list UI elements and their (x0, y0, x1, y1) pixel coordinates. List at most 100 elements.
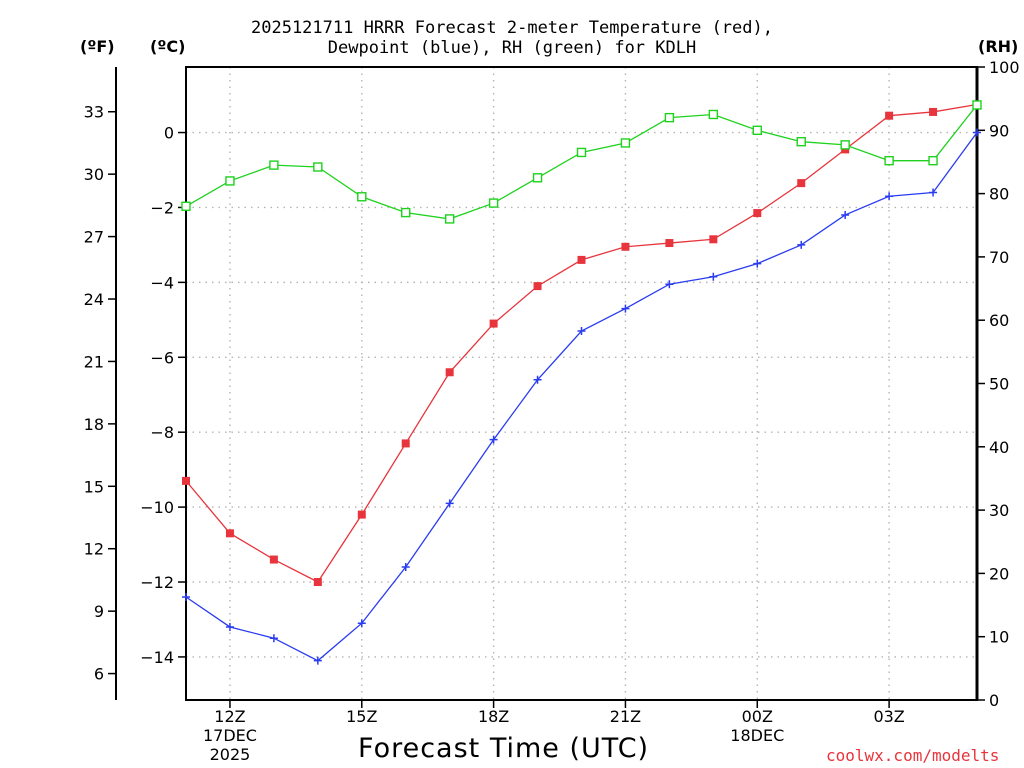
dewpoint-point (709, 272, 718, 281)
fahrenheit-tick-label: 6 (94, 665, 104, 684)
dewpoint-point (797, 240, 806, 249)
rh-tick-label: 40 (989, 438, 1009, 457)
rh-point (840, 140, 850, 150)
x-tick-label: 18DEC (730, 726, 784, 745)
temperature-point (797, 179, 806, 188)
rh-point (313, 162, 323, 172)
rh-tick-label: 80 (989, 185, 1009, 204)
dewpoint-point (533, 375, 542, 384)
temperature-point (929, 107, 938, 116)
fahrenheit-tick-label: 9 (94, 602, 104, 621)
rh-point (532, 173, 543, 183)
fahrenheit-tick-label: 33 (84, 103, 104, 122)
celsius-tick-label: −14 (140, 648, 174, 667)
temperature-point (753, 209, 762, 218)
dewpoint-point (929, 188, 938, 197)
temperature-point (665, 239, 674, 248)
rh-point (488, 198, 499, 208)
dewpoint-point (357, 619, 366, 628)
temperature-point (357, 510, 366, 519)
x-tick-label: 21Z (610, 707, 641, 726)
temperature-point (269, 555, 278, 564)
rh-point (752, 125, 762, 136)
rh-line (185, 104, 978, 220)
celsius-axis-unit: (ºC) (150, 37, 186, 56)
fahrenheit-tick-label: 21 (84, 352, 104, 371)
rh-tick-label: 20 (989, 564, 1009, 583)
dewpoint-point (753, 259, 762, 268)
temperature-point (709, 235, 718, 244)
dewpoint-point (445, 499, 454, 508)
site-credit: coolwx.com/modelts (826, 746, 1000, 765)
x-tick-label: 15Z (346, 707, 377, 726)
celsius-tick-label: −2 (150, 198, 174, 217)
x-tick-label: 2025 (210, 745, 251, 764)
rh-tick-label: 70 (989, 248, 1009, 267)
rh-point (225, 176, 235, 186)
rh-tick-label: 50 (989, 375, 1009, 394)
celsius-tick-label: −10 (140, 498, 174, 517)
rh-axis-unit: (RH) (978, 37, 1019, 56)
fahrenheit-tick-label: 12 (84, 540, 104, 559)
dewpoint-point (841, 210, 850, 219)
dewpoint-point (489, 435, 498, 444)
rh-point (708, 109, 719, 120)
x-tick-label: 17DEC (203, 726, 257, 745)
dewpoint-point (973, 128, 981, 137)
temperature-point (225, 529, 234, 538)
fahrenheit-tick-label: 18 (84, 415, 104, 434)
celsius-tick-label: 0 (164, 124, 174, 143)
chart-title-line1: 2025121711 HRRR Forecast 2-meter Tempera… (251, 18, 773, 38)
temperature-point (885, 111, 894, 120)
plot-frame (185, 66, 978, 701)
rh-tick-label: 90 (989, 121, 1009, 140)
dewpoint-point (182, 592, 190, 601)
rh-point (576, 147, 587, 158)
dewpoint-point (313, 656, 322, 665)
rh-tick-label: 30 (989, 501, 1009, 520)
rh-point (972, 100, 982, 110)
celsius-tick-label: −12 (140, 573, 174, 592)
x-axis-title: Forecast Time (UTC) (358, 733, 650, 764)
temperature-point (533, 282, 542, 291)
dewpoint-point (401, 563, 410, 572)
rh-point (796, 136, 806, 147)
celsius-tick-label: −8 (150, 423, 174, 442)
celsius-tick-label: −4 (150, 273, 174, 292)
x-tick-label: 18Z (478, 707, 509, 726)
rh-tick-label: 0 (989, 691, 999, 710)
fahrenheit-axis-unit: (ºF) (80, 37, 115, 56)
rh-tick-label: 60 (989, 311, 1009, 330)
fahrenheit-tick-label: 30 (84, 165, 104, 184)
rh-point (620, 138, 631, 148)
x-tick-label: 00Z (742, 707, 773, 726)
rh-point (928, 155, 938, 166)
rh-point (884, 155, 894, 166)
rh-point (357, 192, 367, 202)
dewpoint-line (185, 132, 978, 662)
temperature-point (489, 319, 498, 328)
fahrenheit-tick-label: 15 (84, 477, 104, 496)
celsius-tick-label: −6 (150, 348, 174, 367)
dewpoint-point (225, 622, 234, 631)
rh-point (444, 214, 455, 224)
chart-title-line2: Dewpoint (blue), RH (green) for KDLH (327, 38, 697, 58)
temperature-point (313, 578, 322, 587)
temperature-line (185, 103, 978, 583)
rh-point (664, 112, 675, 123)
dewpoint-point (577, 327, 586, 336)
dewpoint-point (621, 304, 630, 313)
x-tick-label: 03Z (873, 707, 904, 726)
rh-point (181, 201, 191, 211)
fahrenheit-tick-label: 24 (84, 290, 104, 309)
temperature-point (445, 368, 454, 377)
rh-tick-label: 100 (989, 58, 1020, 77)
temperature-point (401, 439, 410, 448)
temperature-point (621, 242, 630, 251)
rh-point (401, 207, 411, 218)
dewpoint-point (269, 634, 278, 643)
dewpoint-point (885, 192, 894, 201)
dewpoint-point (665, 280, 674, 289)
rh-point (269, 160, 279, 170)
